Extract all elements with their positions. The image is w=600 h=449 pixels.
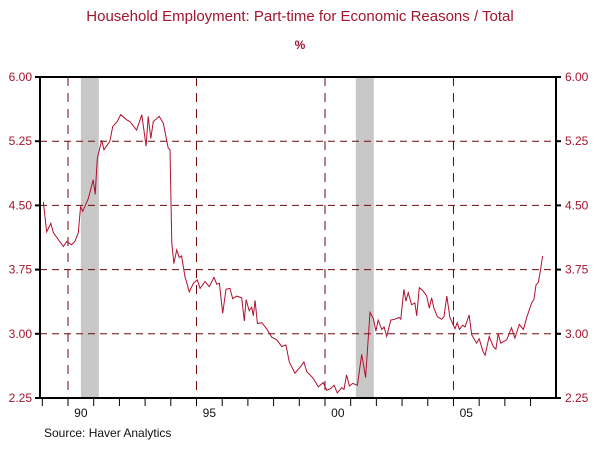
source-note: Source: Haver Analytics (44, 426, 172, 440)
recession-band (355, 77, 374, 398)
plot-frame (39, 76, 557, 399)
y-tick-label-left: 3.75 (9, 263, 33, 277)
x-tick-label: 05 (460, 406, 474, 420)
x-tick-label: 00 (331, 406, 345, 420)
y-tick-label-left: 4.50 (9, 198, 33, 212)
x-tick-label: 90 (74, 406, 88, 420)
y-tick-label-right: 5.25 (565, 134, 589, 148)
x-tick-label: 95 (203, 406, 217, 420)
unit-label: % (294, 38, 306, 52)
y-tick-label-left: 2.25 (9, 391, 33, 405)
y-tick-label-right: 6.00 (565, 70, 589, 84)
y-tick-label-right: 3.75 (565, 263, 589, 277)
y-tick-label-right: 3.00 (565, 327, 589, 341)
recession-band (80, 77, 99, 398)
y-tick-label-left: 3.00 (9, 327, 33, 341)
series-line (42, 113, 544, 394)
chart-title: Household Employment: Part-time for Econ… (86, 8, 514, 25)
y-tick-label-right: 4.50 (565, 198, 589, 212)
y-tick-label-left: 6.00 (9, 70, 33, 84)
y-tick-label-left: 5.25 (9, 134, 33, 148)
y-tick-label-right: 2.25 (565, 391, 589, 405)
